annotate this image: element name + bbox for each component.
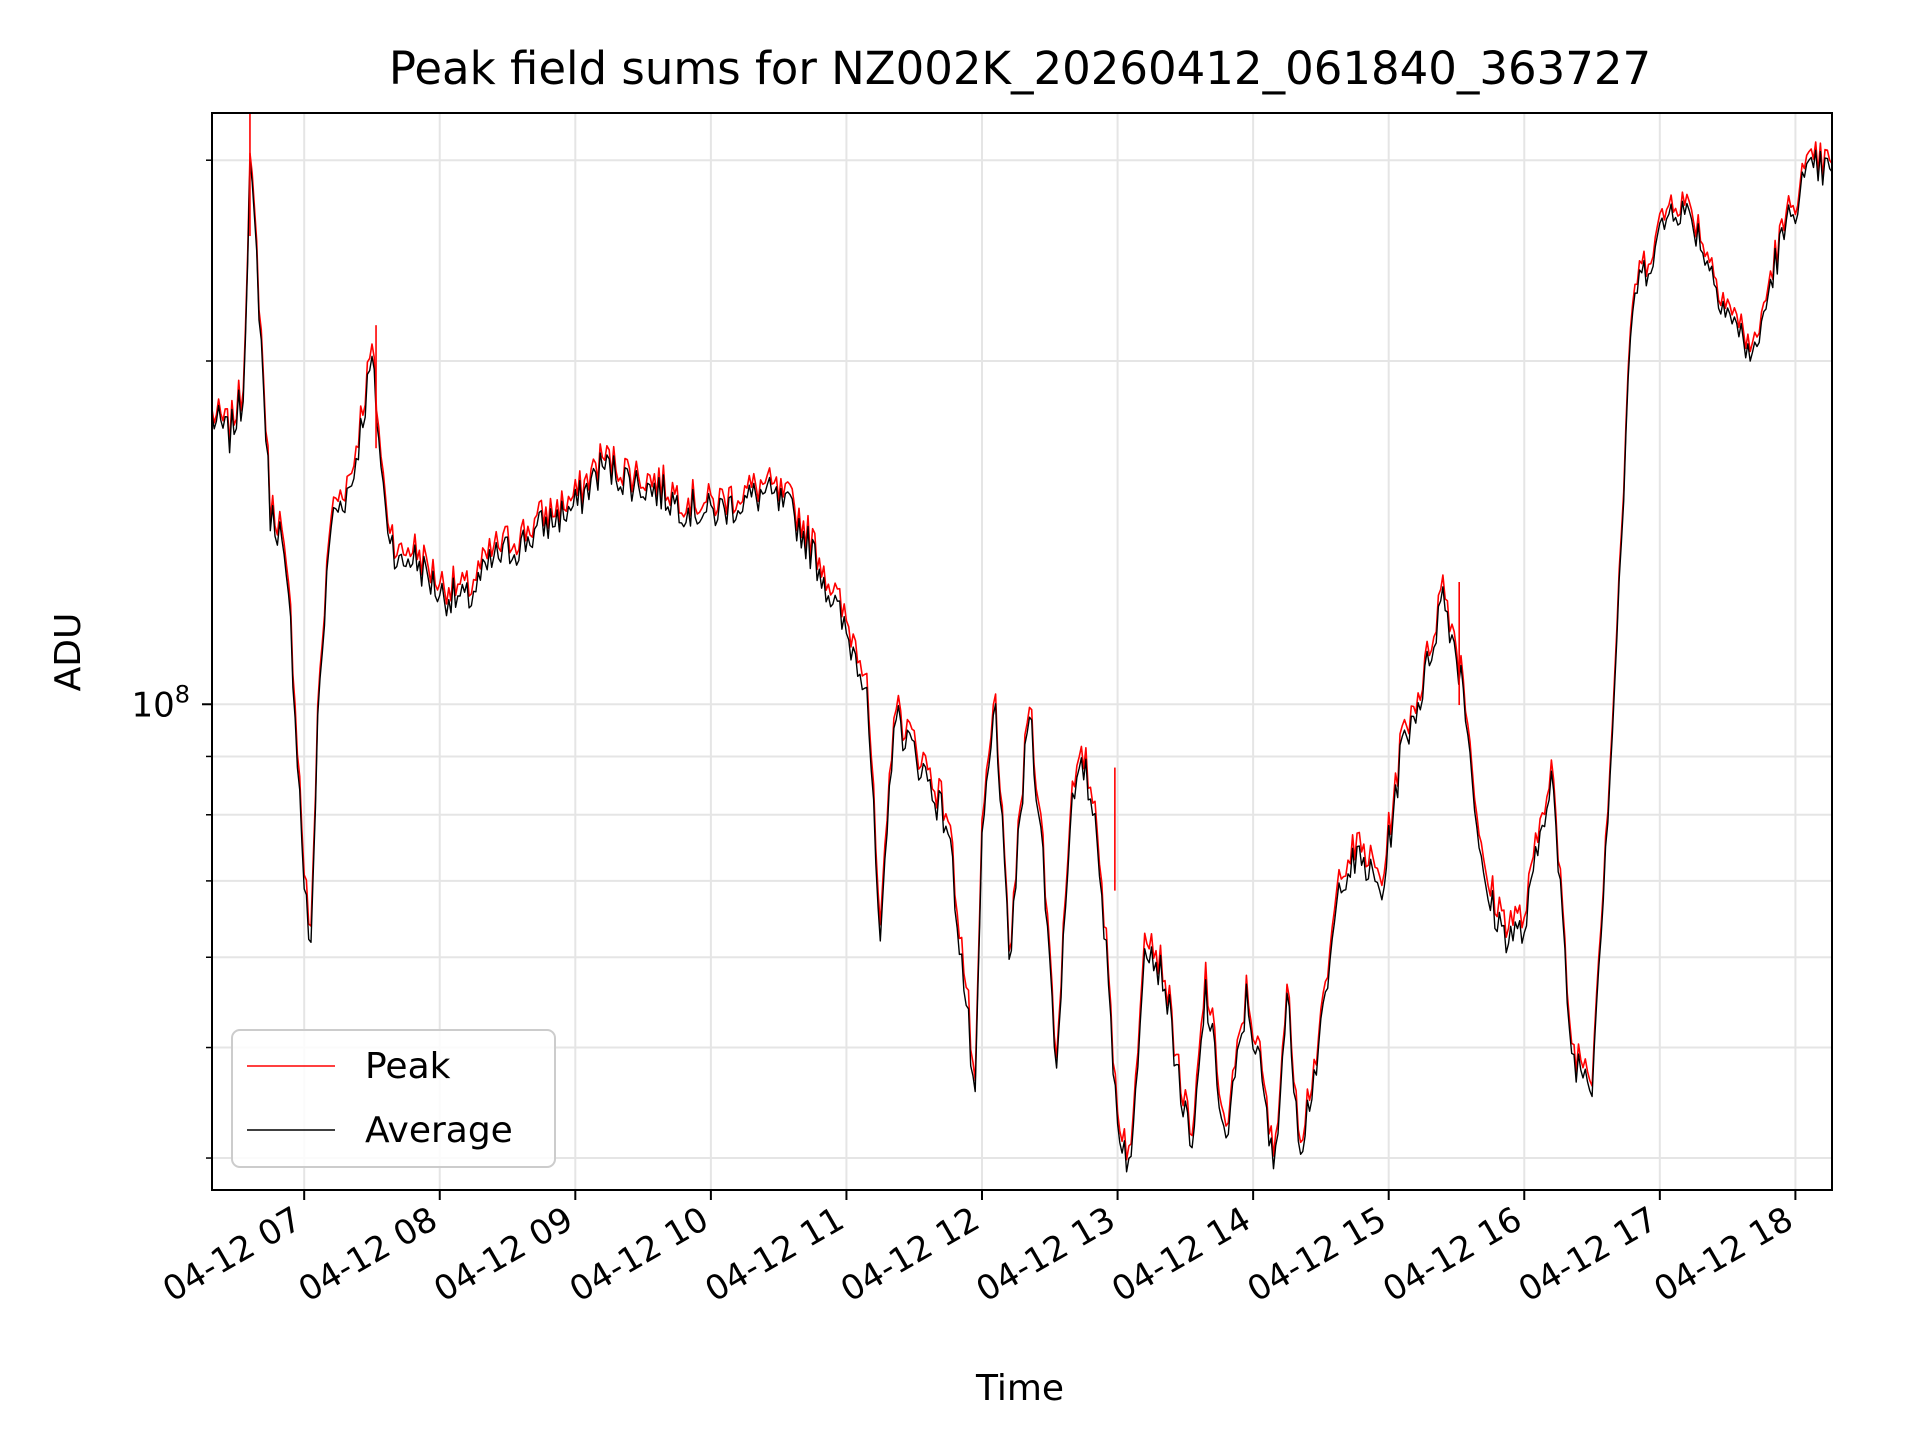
legend-average-label: Average bbox=[365, 1110, 513, 1151]
y-axis: 108 bbox=[131, 159, 212, 1159]
y-tick-label: 108 bbox=[131, 680, 190, 725]
x-axis-label: Time bbox=[975, 1368, 1064, 1409]
grid bbox=[212, 113, 1832, 1190]
y-axis-label: ADU bbox=[48, 613, 89, 692]
series-average-line bbox=[211, 149, 1833, 1173]
plot-frame bbox=[211, 112, 1833, 1191]
legend-peak-label: Peak bbox=[365, 1046, 451, 1087]
series-layer bbox=[211, 113, 1833, 1173]
legend: Peak Average bbox=[231, 1029, 556, 1168]
chart-title: Peak field sums for NZ002K_20260412_0618… bbox=[389, 42, 1651, 95]
legend-box bbox=[231, 1029, 556, 1168]
